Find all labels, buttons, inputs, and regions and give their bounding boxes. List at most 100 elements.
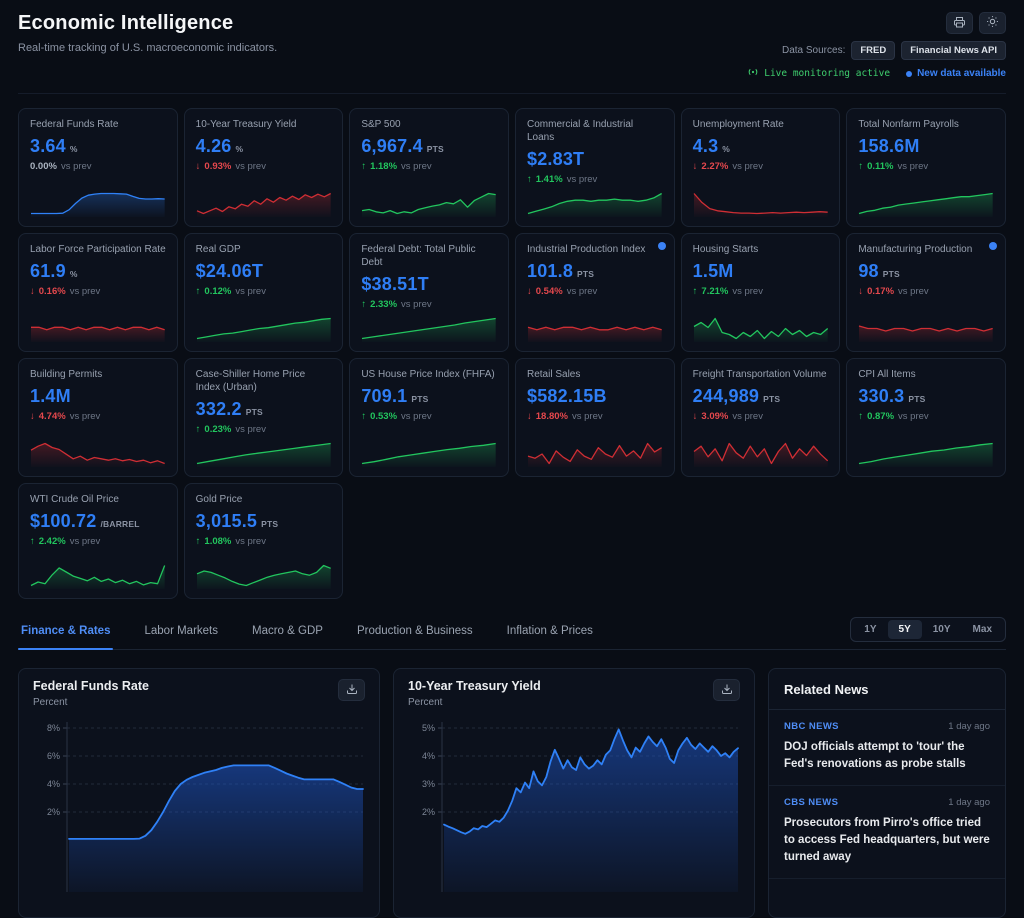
metric-unit: PTS [411,394,428,404]
news-item-cbs-news[interactable]: CBS NEWS1 day agoProsecutors from Pirro'… [769,786,1005,879]
metric-value-number: $100.72 [30,511,96,532]
metric-card-freight-transportation-volume[interactable]: Freight Transportation Volume244,989PTS↓… [681,358,841,477]
metric-card-industrial-production-index[interactable]: Industrial Production Index101.8PTS↓0.54… [515,233,675,352]
metric-value: $24.06T [196,261,332,282]
vs-prev-label: vs prev [235,536,266,547]
metric-value: 332.2PTS [196,399,332,420]
metric-change: ↓4.74%vs prev [30,411,166,422]
metric-card-unemployment-rate[interactable]: Unemployment Rate4.3%↓2.27%vs prev [681,108,841,227]
metric-value-number: $2.83T [527,149,584,170]
metric-card-retail-sales[interactable]: Retail Sales$582.15B↓18.80%vs prev [515,358,675,477]
metric-value: 1.5M [693,261,829,282]
news-item-nbc-news[interactable]: NBC NEWS1 day agoDOJ officials attempt t… [769,710,1005,786]
y-axis-tick-label: 6% [47,751,60,761]
metric-sparkline [196,557,332,589]
vs-prev-label: vs prev [235,286,266,297]
metric-change-percent: 0.93% [204,161,231,172]
metric-unit: PTS [246,407,263,417]
metric-change-percent: 1.41% [536,174,563,185]
download-icon [721,683,733,698]
metric-card-building-permits[interactable]: Building Permits1.4M↓4.74%vs prev [18,358,178,477]
metric-value-number: 101.8 [527,261,573,282]
vs-prev-label: vs prev [567,174,598,185]
download-chart-button[interactable] [713,679,740,701]
arrow-up-icon: ↑ [196,286,201,297]
tab-finance-rates[interactable]: Finance & Rates [18,619,113,649]
print-button[interactable] [946,12,973,34]
metric-card-us-house-price-index-fhfa[interactable]: US House Price Index (FHFA)709.1PTS↑0.53… [349,358,509,477]
vs-prev-label: vs prev [898,411,929,422]
metric-card-wti-crude-oil-price[interactable]: WTI Crude Oil Price$100.72/BARREL↑2.42%v… [18,483,178,599]
treasury-yield-chart: 5%4%3%2% [408,714,740,892]
metric-change: ↑7.21%vs prev [693,286,829,297]
metric-change-percent: 2.42% [39,536,66,547]
range-button-1y[interactable]: 1Y [853,620,887,639]
metric-sparkline [527,435,663,467]
metric-title: Freight Transportation Volume [693,368,829,381]
metric-title: Federal Funds Rate [30,118,166,131]
vs-prev-label: vs prev [401,161,432,172]
metric-card-federal-funds-rate[interactable]: Federal Funds Rate3.64%0.00%vs prev [18,108,178,227]
metric-card-cpi-all-items[interactable]: CPI All Items330.3PTS↑0.87%vs prev [846,358,1006,477]
metric-sparkline [858,310,994,342]
new-data-available-link[interactable]: New data available [906,68,1006,79]
page-title: Economic Intelligence [18,12,277,35]
arrow-up-icon: ↑ [196,536,201,547]
new-data-dot-icon [906,71,912,77]
metric-card-10-year-treasury-yield[interactable]: 10-Year Treasury Yield4.26%↓0.93%vs prev [184,108,344,227]
metric-value: 4.26% [196,136,332,157]
arrow-down-icon: ↓ [30,411,35,422]
metric-change-percent: 0.11% [867,161,893,172]
vs-prev-label: vs prev [70,536,101,547]
metric-title: Housing Starts [693,243,829,256]
metric-card-manufacturing-production[interactable]: Manufacturing Production98PTS↓0.17%vs pr… [846,233,1006,352]
news-timestamp: 1 day ago [948,797,990,808]
metric-card-case-shiller-home-price-index-urban[interactable]: Case-Shiller Home Price Index (Urban)332… [184,358,344,477]
metric-card-federal-debt-total-public-debt[interactable]: Federal Debt: Total Public Debt$38.51T↑2… [349,233,509,352]
metric-change: ↑1.18%vs prev [361,161,497,172]
metric-change: ↑0.11%vs prev [858,161,994,172]
metric-card-real-gdp[interactable]: Real GDP$24.06T↑0.12%vs prev [184,233,344,352]
data-source-badge-financial-news-api[interactable]: Financial News API [901,41,1006,60]
tab-production-business[interactable]: Production & Business [354,619,476,649]
range-button-max[interactable]: Max [962,620,1003,639]
range-button-10y[interactable]: 10Y [922,620,962,639]
chart-title: Federal Funds Rate [33,679,149,693]
metric-unit: PTS [763,394,780,404]
metric-card-labor-force-participation-rate[interactable]: Labor Force Participation Rate61.9%↓0.16… [18,233,178,352]
metric-title: Gold Price [196,493,332,506]
data-source-badge-fred[interactable]: FRED [851,41,895,60]
metric-unit: % [236,144,244,154]
arrow-down-icon: ↓ [527,286,532,297]
metric-sparkline [527,185,663,217]
y-axis-tick-label: 2% [422,807,435,817]
detail-section: Federal Funds Rate Percent 8%6%4%2% 10-Y… [18,668,1006,918]
arrow-up-icon: ↑ [361,161,366,172]
download-chart-button[interactable] [338,679,365,701]
range-button-5y[interactable]: 5Y [888,620,922,639]
arrow-up-icon: ↑ [858,411,863,422]
metric-unit: /BARREL [100,519,139,529]
metric-card-s-p-500[interactable]: S&P 5006,967.4PTS↑1.18%vs prev [349,108,509,227]
theme-toggle-button[interactable] [979,12,1006,34]
metric-value-number: 3,015.5 [196,511,257,532]
federal-funds-rate-chart: 8%6%4%2% [33,714,365,892]
metric-card-commercial-industrial-loans[interactable]: Commercial & Industrial Loans$2.83T↑1.41… [515,108,675,227]
related-news-title: Related News [769,669,1005,710]
metric-value-number: 330.3 [858,386,904,407]
arrow-up-icon: ↑ [361,411,366,422]
metric-sparkline [196,310,332,342]
metric-change: ↓0.93%vs prev [196,161,332,172]
metric-title: S&P 500 [361,118,497,131]
tab-labor-markets[interactable]: Labor Markets [141,619,221,649]
metric-card-total-nonfarm-payrolls[interactable]: Total Nonfarm Payrolls158.6M↑0.11%vs pre… [846,108,1006,227]
tab-inflation-prices[interactable]: Inflation & Prices [504,619,596,649]
metric-card-housing-starts[interactable]: Housing Starts 1.5M ↑7.21%vs prev [681,233,841,352]
tab-macro-gdp[interactable]: Macro & GDP [249,619,326,649]
metric-card-gold-price[interactable]: Gold Price3,015.5PTS↑1.08%vs prev [184,483,344,599]
metric-title: Building Permits [30,368,166,381]
metric-sparkline [361,435,497,467]
metric-change: ↓0.17%vs prev [858,286,994,297]
y-axis-tick-label: 4% [422,751,435,761]
vs-prev-label: vs prev [572,411,603,422]
